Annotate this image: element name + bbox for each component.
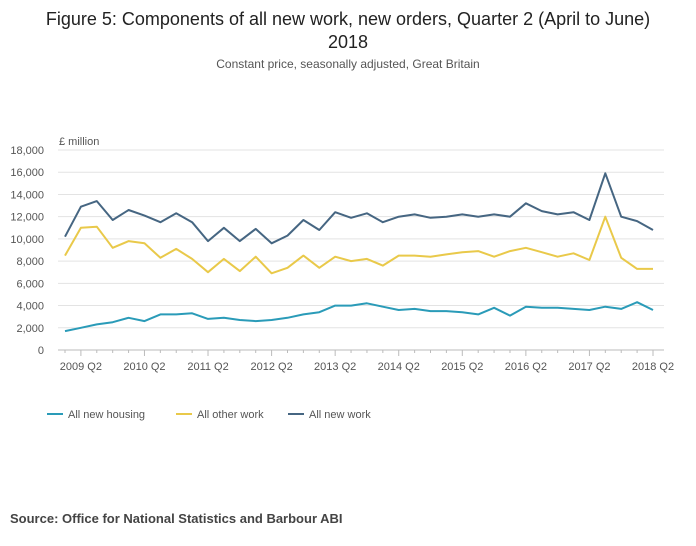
y-axis-label: £ million [59,136,99,148]
series-line-all-new-housing [64,301,654,333]
y-tick-label: 16,000 [10,167,44,179]
legend-label: All new housing [68,409,145,421]
x-tick-label: 2015 Q2 [441,361,483,373]
y-tick-label: 2,000 [16,323,44,335]
source-note: Source: Office for National Statistics a… [10,511,343,526]
y-tick-label: 14,000 [10,189,44,201]
series-line-all-new-work [64,172,654,245]
y-tick-label: 6,000 [16,278,44,290]
legend-item-all-new-housing[interactable]: All new housing [47,409,145,421]
x-tick-label: 2012 Q2 [250,361,292,373]
legend-label: All new work [309,409,371,421]
legend-label: All other work [197,409,264,421]
y-tick-label: 12,000 [10,212,44,224]
x-axis: 2009 Q2 2010 Q2 2011 Q2 2012 Q2 2013 Q2 2014 … [58,349,674,373]
x-tick-label: 2014 Q2 [378,361,420,373]
x-tick-label: 2013 Q2 [314,361,356,373]
y-tick-label: 0 [38,345,44,357]
x-tick-label: 2016 Q2 [505,361,547,373]
y-axis: 0 2,000 4,000 6,000 8,000 10,000 12,000 14,000 1… [10,136,99,357]
chart-title-line-2: 2018 [327,32,369,52]
gridlines [58,149,664,329]
x-tick-label: 2018 Q2 [632,361,674,373]
y-tick-label: 10,000 [10,234,44,246]
legend-item-all-other-work[interactable]: All other work [176,409,264,421]
y-tick-label: 4,000 [16,301,44,313]
x-tick-label: 2011 Q2 [187,361,228,373]
series-line-all-other-work [64,215,653,275]
legend[interactable]: All new housing All other work All new wor… [47,409,371,421]
series-lines [64,172,654,333]
chart-title-line-1: Figure 5: Components of all new work, ne… [45,9,651,29]
x-tick-label: 2010 Q2 [123,361,165,373]
legend-item-all-new-work[interactable]: All new work [288,409,371,421]
chart-subtitle: Constant price, seasonally adjusted, Gre… [216,57,480,71]
x-tick-label: 2009 Q2 [60,361,102,373]
line-chart: 0 2,000 4,000 6,000 8,000 10,000 12,000 14,000 1… [10,136,674,421]
y-tick-label: 8,000 [16,256,44,268]
x-tick-label: 2017 Q2 [568,361,610,373]
y-tick-label: 18,000 [10,145,44,157]
chart-title: Figure 5: Components of all new work, ne… [0,8,696,54]
